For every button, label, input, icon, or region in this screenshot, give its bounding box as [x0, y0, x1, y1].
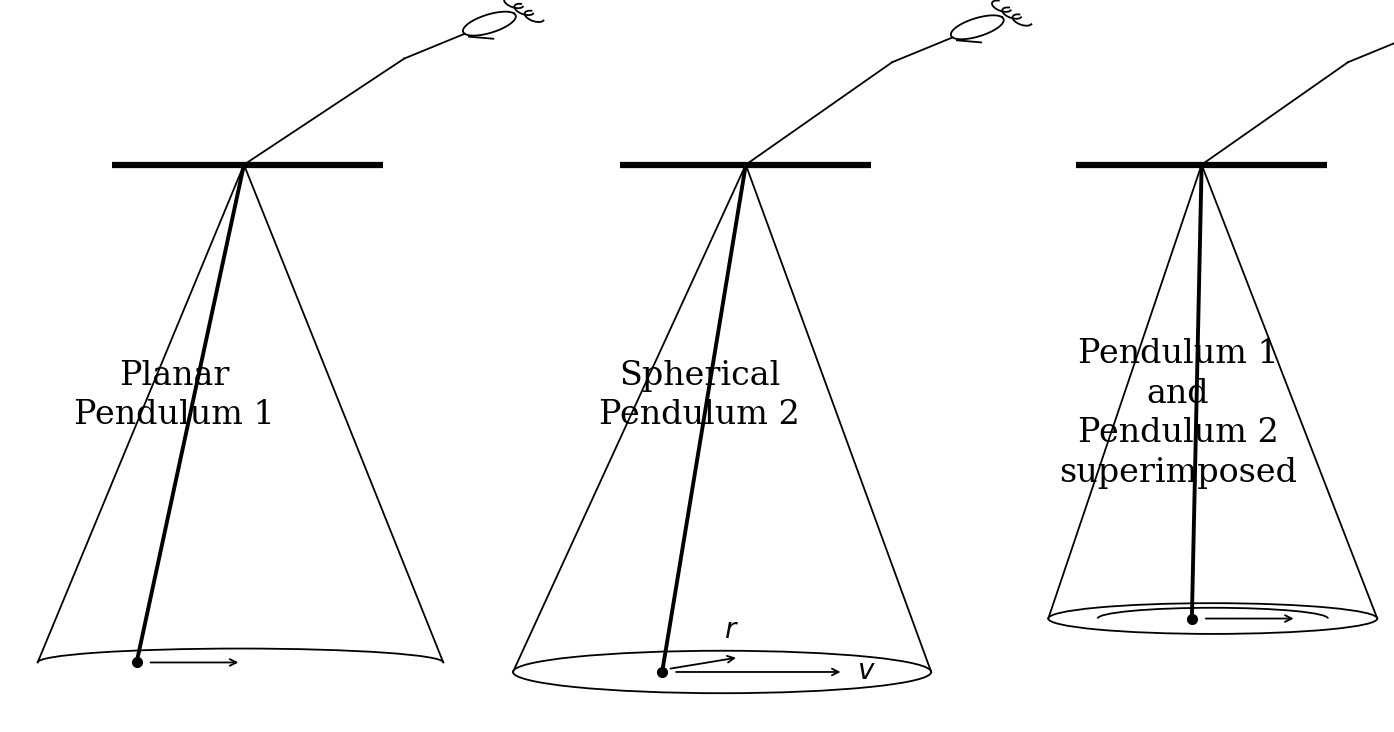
Text: Spherical
Pendulum 2: Spherical Pendulum 2 [599, 359, 800, 431]
Text: Pendulum 1
and
Pendulum 2
superimposed: Pendulum 1 and Pendulum 2 superimposed [1059, 338, 1296, 489]
Text: $r$: $r$ [725, 617, 739, 644]
Text: Planar
Pendulum 1: Planar Pendulum 1 [74, 359, 275, 431]
Text: $v$: $v$ [857, 659, 875, 685]
